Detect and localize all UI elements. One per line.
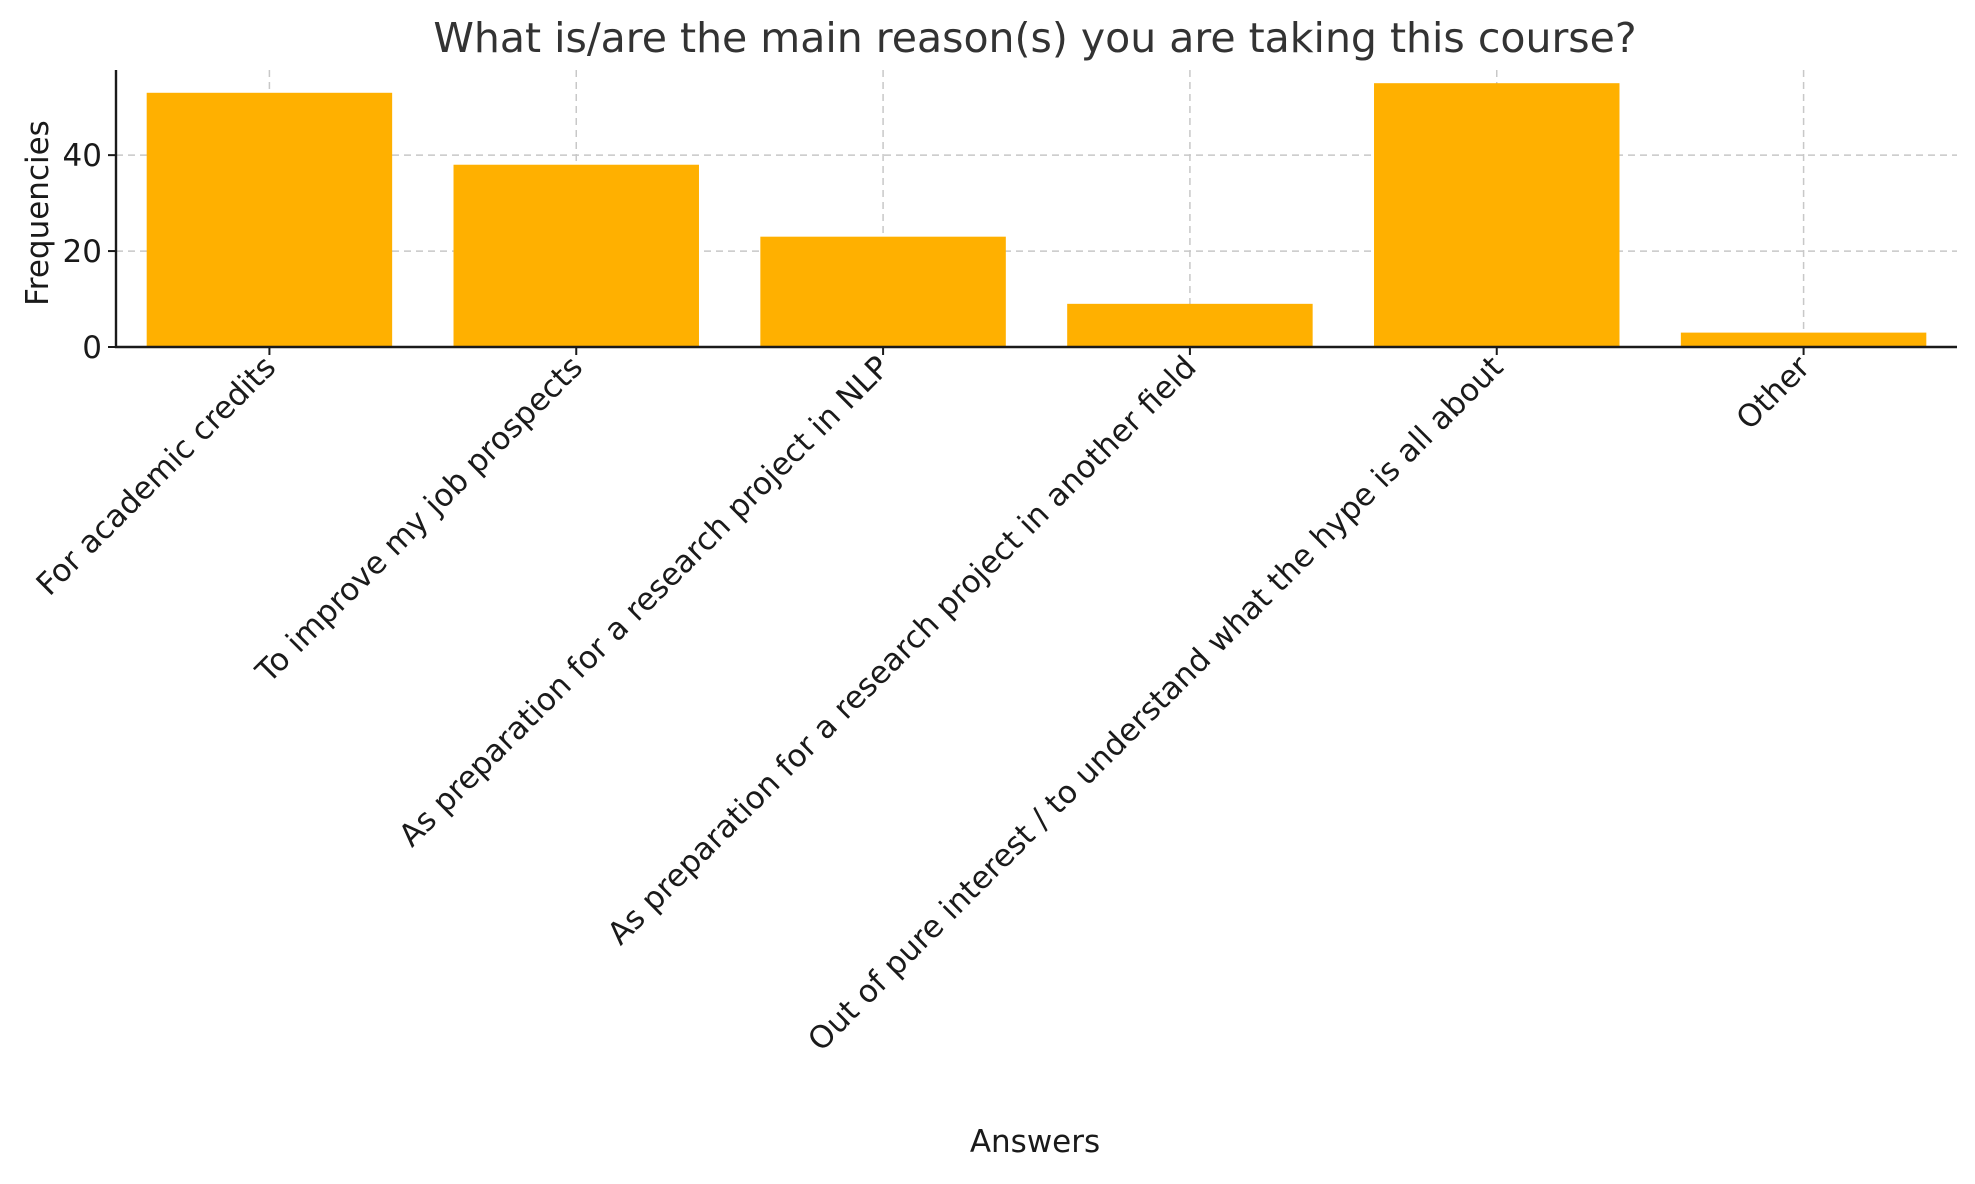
- y-tick-label: 40: [63, 138, 102, 174]
- category-label: As preparation for a research project in…: [601, 349, 1204, 952]
- bar: [453, 164, 699, 347]
- bar: [1067, 303, 1313, 347]
- bar: [1374, 83, 1620, 347]
- bars: [146, 83, 1927, 348]
- chart-title: What is/are the main reason(s) you are t…: [433, 14, 1636, 62]
- bar: [146, 92, 393, 348]
- x-axis-label: Answers: [970, 1124, 1100, 1160]
- y-axis-label: Frequencies: [20, 120, 56, 306]
- y-tick-label: 20: [63, 234, 102, 270]
- category-label: Out of pure interest / to understand wha…: [801, 349, 1510, 1058]
- bar: [760, 236, 1006, 347]
- category-label: To improve my job prospects: [249, 349, 590, 690]
- y-tick-label: 0: [82, 330, 102, 366]
- category-label: As preparation for a research project in…: [392, 349, 897, 854]
- category-label: For academic credits: [30, 349, 284, 603]
- y-ticks: 0 20 40: [63, 138, 116, 366]
- category-label: Other: [1730, 349, 1818, 437]
- bar: [1680, 332, 1927, 347]
